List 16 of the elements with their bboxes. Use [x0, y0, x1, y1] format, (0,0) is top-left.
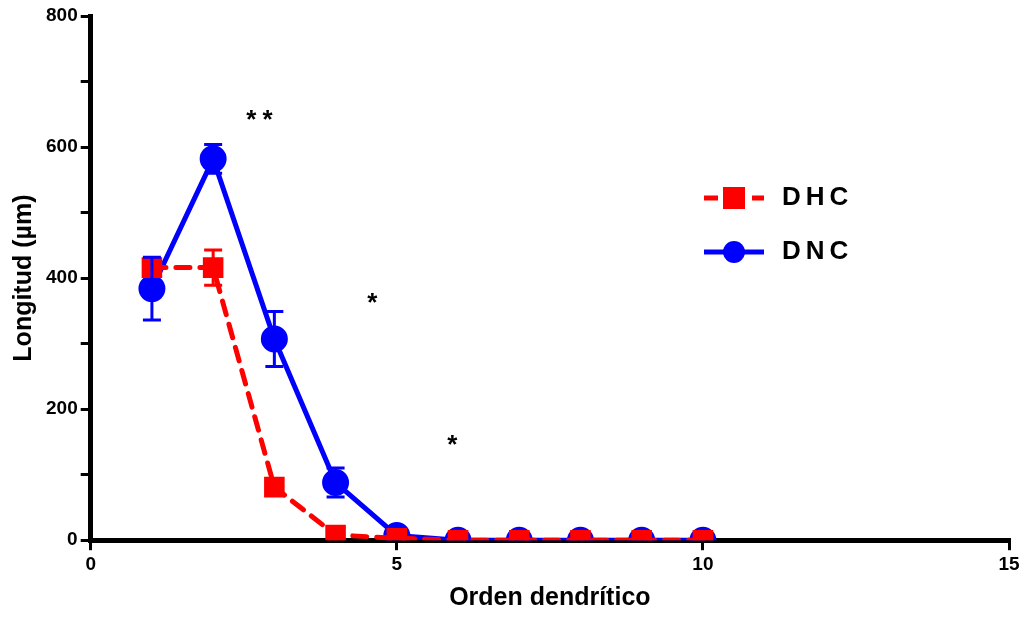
legend-label: DHC — [782, 181, 854, 212]
x-tick-label: 10 — [692, 552, 714, 574]
x-tick-label: 5 — [391, 552, 403, 574]
y-tick-label: 400 — [46, 266, 78, 288]
annotation: * — [447, 429, 464, 460]
y-tick-label: 600 — [46, 135, 78, 157]
legend-label: DNC — [782, 235, 854, 266]
x-axis-title: Orden dendrítico — [449, 581, 651, 610]
annotation: * — [367, 287, 384, 318]
x-tick-label: 0 — [85, 552, 96, 574]
annotation: ** — [246, 104, 279, 135]
y-tick-label: 0 — [67, 528, 78, 550]
y-axis-title: Longitud (µm) — [7, 194, 36, 362]
x-tick-label: 15 — [998, 552, 1020, 574]
y-tick-label: 800 — [46, 4, 78, 26]
y-tick-label: 200 — [46, 397, 78, 419]
